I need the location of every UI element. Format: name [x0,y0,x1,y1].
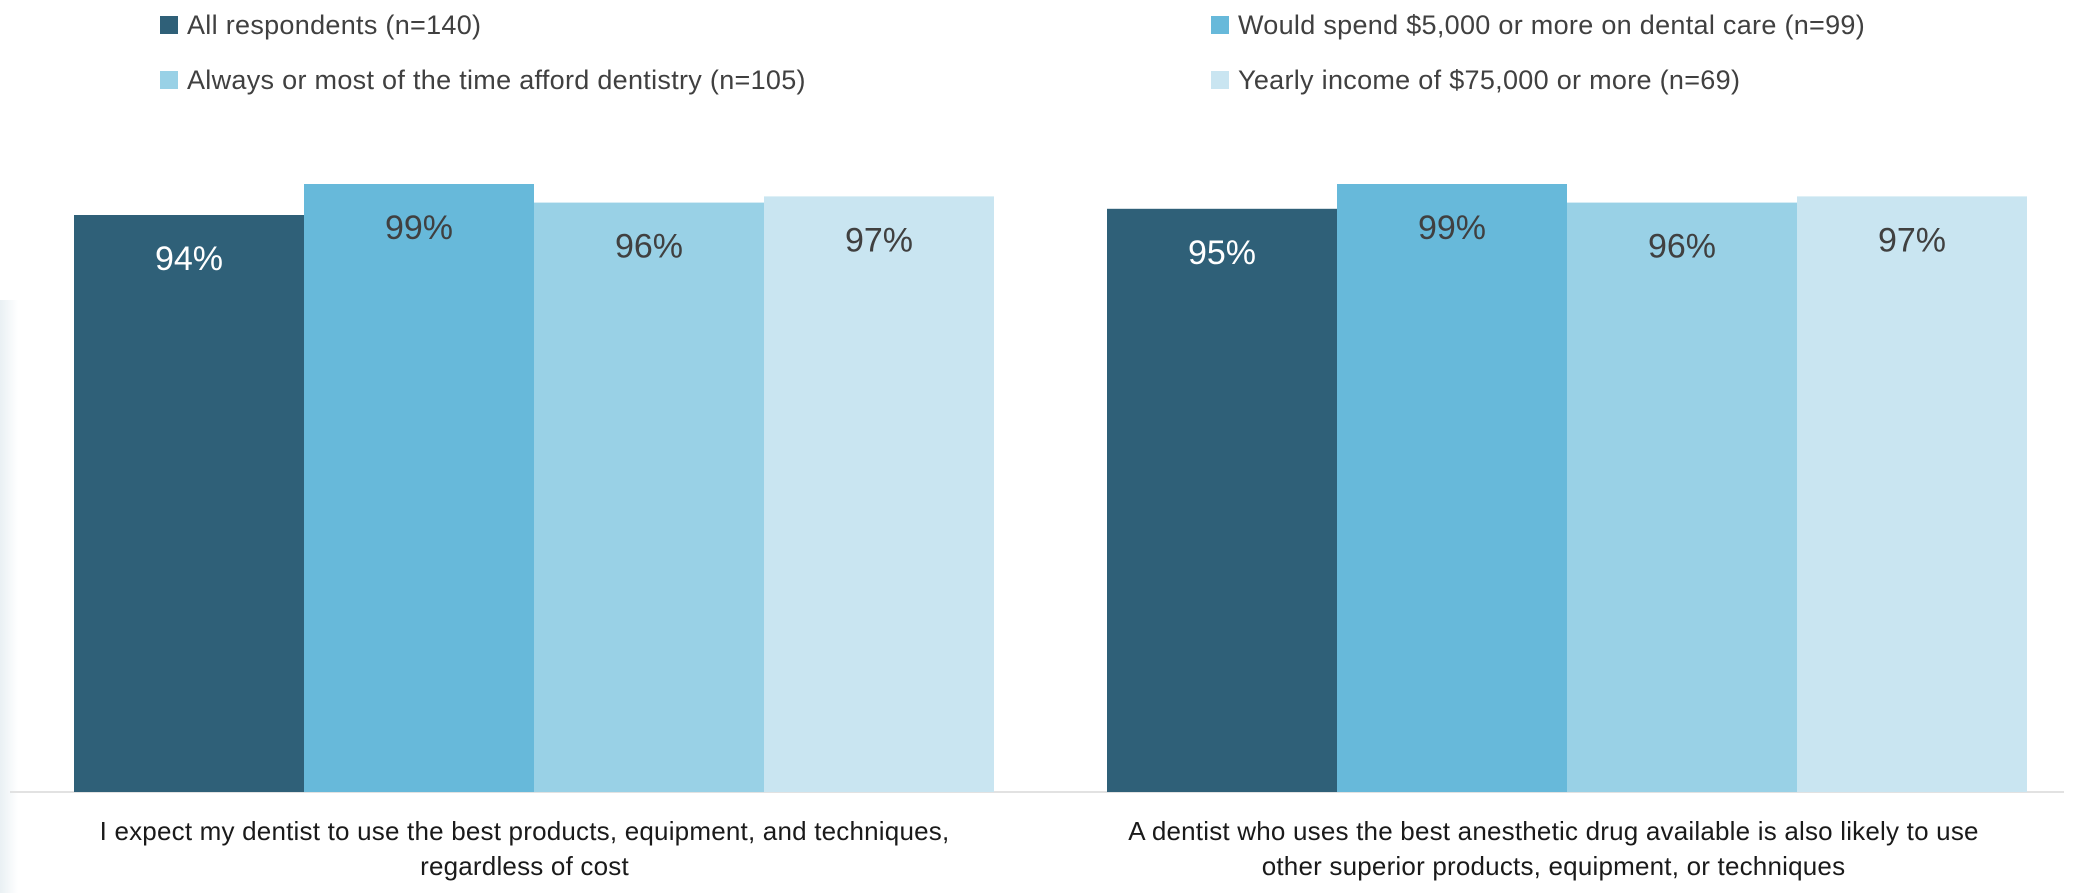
legend-item-afford-dentistry: Always or most of the time afford dentis… [160,60,806,100]
category-label-best-products-line-2: regardless of cost [420,851,629,881]
data-label-anesthetic-drug-income-75000: 97% [1878,221,1946,259]
bar-anesthetic-drug-all-respondents [1107,208,1337,793]
bar-anesthetic-drug-afford-dentistry [1567,202,1797,793]
bars-group: 94% 99% 96% 97% 95% 99% 96% 97% [74,184,2027,793]
legend-label-afford-dentistry: Always or most of the time afford dentis… [187,64,806,95]
bar-anesthetic-drug-spend-5000 [1337,184,1567,792]
legend-label-income-75000: Yearly income of $75,000 or more (n=69) [1238,64,1741,95]
data-label-anesthetic-drug-all-respondents: 95% [1188,234,1256,272]
legend-swatch-spend-5000 [1211,16,1229,34]
legend-swatch-afford-dentistry [160,71,178,89]
bar-best-products-afford-dentistry [534,202,764,793]
data-label-best-products-all-respondents: 94% [155,240,223,278]
legend-label-spend-5000: Would spend $5,000 or more on dental car… [1238,9,1866,40]
category-label-anesthetic-drug-line-2: other superior products, equipment, or t… [1261,851,1846,881]
data-label-best-products-spend-5000: 99% [385,209,453,247]
category-label-best-products-line-1: I expect my dentist to use the best prod… [99,816,950,846]
bar-best-products-income-75000 [764,196,994,792]
legend-item-spend-5000: Would spend $5,000 or more on dental car… [1211,5,1865,45]
data-label-anesthetic-drug-spend-5000: 99% [1418,209,1486,247]
data-label-anesthetic-drug-afford-dentistry: 96% [1648,228,1716,266]
bar-best-products-all-respondents [74,215,304,792]
data-label-best-products-afford-dentistry: 96% [615,228,683,266]
legend-label-all-respondents: All respondents (n=140) [187,9,482,40]
legend-swatch-income-75000 [1211,71,1229,89]
bar-anesthetic-drug-income-75000 [1797,196,2027,792]
bar-best-products-spend-5000 [304,184,534,792]
legend-item-income-75000: Yearly income of $75,000 or more (n=69) [1211,60,1740,100]
category-label-anesthetic-drug-line-1: A dentist who uses the best anesthetic d… [1128,816,1979,846]
legend-item-all-respondents: All respondents (n=140) [160,5,481,45]
legend-swatch-all-respondents [160,16,178,34]
category-label-anesthetic-drug: A dentist who uses the best anesthetic d… [1039,814,2068,884]
data-label-best-products-income-75000: 97% [845,221,913,259]
category-label-best-products: I expect my dentist to use the best prod… [10,814,1039,884]
